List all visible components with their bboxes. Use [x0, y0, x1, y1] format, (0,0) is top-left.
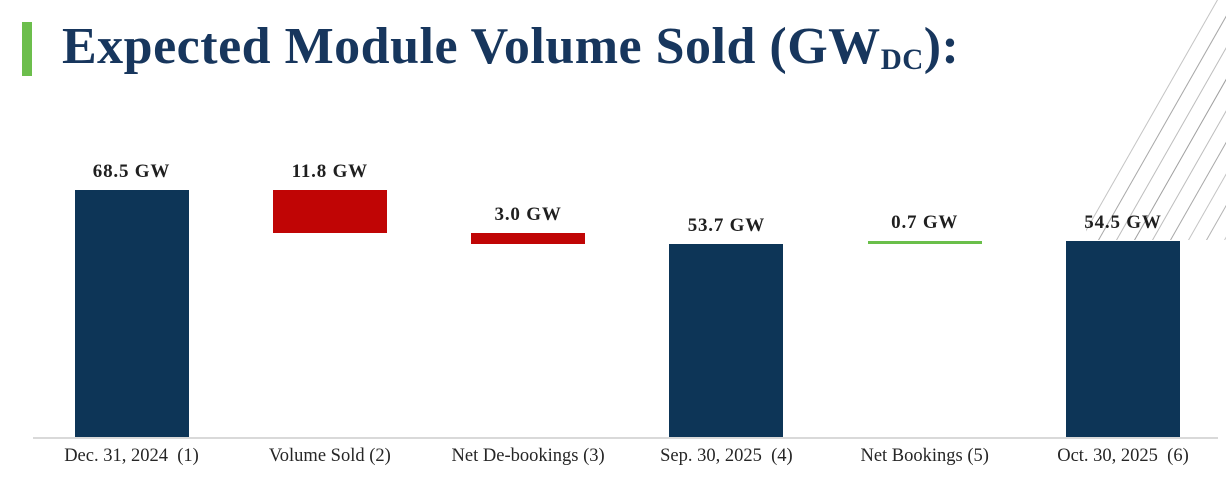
waterfall-bar-increase	[867, 241, 982, 245]
page-title-subscript: DC	[880, 44, 924, 77]
diagonal-hatch-decoration	[1086, 0, 1226, 240]
page-title: Expected Module Volume Sold (GWDC):	[62, 14, 959, 79]
waterfall-bar-decrease	[471, 232, 586, 244]
category-label: Net Bookings (5)	[860, 446, 989, 466]
bar-value-label: 0.7 GW	[891, 212, 959, 234]
bar-value-label: 3.0 GW	[494, 203, 562, 225]
x-axis-line	[33, 437, 1218, 439]
bar-value-label: 54.5 GW	[1084, 211, 1162, 233]
page-title-suffix: ):	[923, 18, 960, 75]
category-label: Volume Sold (2)	[268, 446, 391, 466]
page-title-prefix: Expected Module Volume Sold (GW	[62, 18, 881, 75]
waterfall-bar-total	[1066, 240, 1180, 437]
category-label: Dec. 31, 2024 (1)	[64, 446, 199, 466]
bar-value-label: 68.5 GW	[92, 161, 171, 183]
category-label: Oct. 30, 2025 (6)	[1057, 446, 1189, 466]
category-label: Sep. 30, 2025 (4)	[660, 446, 793, 466]
title-accent-bar	[22, 22, 32, 76]
waterfall-bar-decrease	[272, 190, 387, 233]
category-label: Net De-bookings (3)	[451, 446, 605, 466]
bar-value-label: 11.8 GW	[291, 161, 368, 183]
waterfall-bar-total	[669, 243, 784, 437]
waterfall-bar-total	[74, 190, 189, 437]
bar-value-label: 53.7 GW	[687, 214, 766, 236]
